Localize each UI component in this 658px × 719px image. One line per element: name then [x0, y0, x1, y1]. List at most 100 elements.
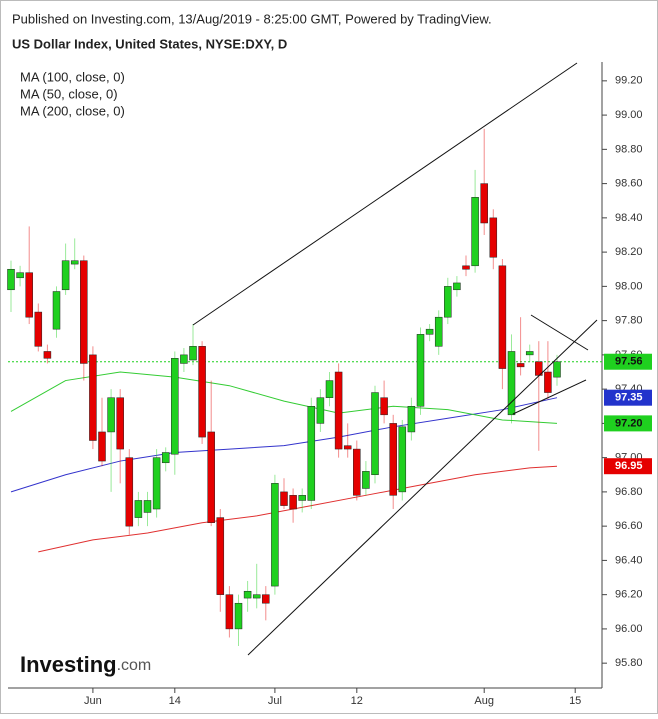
candle-body [25, 272, 33, 318]
y-tick-label: 97.80 [615, 315, 643, 327]
candle-body [507, 351, 516, 416]
candle-body [216, 517, 225, 595]
candle-body [316, 397, 325, 424]
price-label-box [604, 415, 652, 432]
legend-label: MA (50, close, 0) [20, 86, 118, 101]
candle-body [353, 448, 361, 496]
candle-body [116, 397, 124, 450]
candle-body [544, 371, 552, 393]
candle-body [371, 392, 379, 476]
published-note: Published on Investing.com, 13/Aug/2019 … [12, 11, 492, 26]
candle-body [380, 397, 388, 416]
x-tick-label: Aug [474, 695, 494, 707]
candle-body [125, 457, 134, 527]
y-tick-label: 96.00 [615, 623, 643, 635]
trendlines [192, 62, 598, 656]
trendline [247, 319, 598, 656]
candle-body [98, 431, 106, 462]
y-tick-label: 96.40 [615, 554, 643, 566]
candle-body [243, 590, 252, 599]
x-tick-label: 15 [569, 695, 581, 707]
candle-body [489, 217, 498, 258]
candle-body [107, 397, 115, 433]
y-tick-label: 96.60 [615, 520, 643, 532]
candle-body [280, 491, 288, 506]
candle-body [61, 260, 70, 291]
candle-body [34, 311, 43, 347]
y-tick-label: 96.80 [615, 486, 643, 498]
candle-body [334, 371, 343, 450]
y-tick-label: 99.00 [615, 109, 643, 121]
candle-body [416, 334, 425, 407]
candle-body [516, 363, 525, 368]
candle-body [80, 260, 88, 364]
candle-body [398, 426, 407, 493]
y-tick-label: 95.80 [615, 657, 643, 669]
candle-body [89, 354, 97, 441]
trendline [512, 379, 587, 415]
x-tick-label: 14 [169, 695, 181, 707]
legend-label: MA (200, close, 0) [20, 103, 125, 118]
candle-body [7, 268, 15, 291]
candle-body [207, 431, 215, 523]
y-tick-label: 96.20 [615, 589, 643, 601]
y-tick-label: 98.60 [615, 178, 643, 190]
ma-line [10, 397, 558, 493]
logo: Investing.com [20, 652, 151, 677]
price-label: 96.95 [615, 460, 643, 472]
candle-body [143, 500, 152, 513]
y-tick-label: 98.80 [615, 143, 643, 155]
candle-body [325, 380, 334, 398]
logo-name: Investing [20, 652, 117, 677]
candle-body [471, 197, 479, 267]
candle-body [498, 265, 507, 369]
candle-body [389, 423, 397, 496]
candle-body [434, 316, 443, 347]
candle-body [362, 471, 370, 489]
y-tick-label: 98.40 [615, 212, 643, 224]
price-label: 97.35 [615, 392, 643, 404]
price-label: 97.56 [615, 356, 643, 368]
candle-body [271, 483, 279, 587]
candle-body [180, 354, 188, 364]
candle-body [43, 351, 52, 359]
candle-body [189, 346, 197, 361]
ma-line [10, 371, 558, 424]
candle-body [16, 272, 24, 279]
candle-body [161, 452, 170, 464]
candle-body [343, 445, 352, 450]
y-tick-label: 98.20 [615, 246, 643, 258]
price-label-box [604, 458, 652, 475]
candle-body [553, 361, 561, 378]
price-label: 97.20 [615, 417, 643, 429]
candle-body [298, 495, 306, 501]
candle-body [70, 260, 79, 265]
price-label-box [604, 389, 652, 406]
x-tick-label: Jun [84, 695, 102, 707]
candle-body [462, 265, 470, 270]
candle-body [234, 602, 243, 630]
trendline [192, 62, 578, 326]
candle-body [425, 328, 434, 335]
candle-body [289, 495, 297, 510]
trendline [530, 314, 589, 351]
chart-title: US Dollar Index, United States, NYSE:DXY… [12, 36, 287, 51]
candle-body [453, 282, 461, 291]
candle-body [198, 346, 206, 438]
candle-body [171, 358, 179, 455]
candle-body [134, 500, 143, 518]
candle-body [444, 286, 452, 318]
candle-body [225, 594, 234, 630]
candle-body [152, 457, 161, 510]
y-tick-label: 98.00 [615, 280, 643, 292]
x-tick-label: 12 [351, 695, 363, 707]
price-label-box [604, 353, 652, 370]
legend-label: MA (100, close, 0) [20, 69, 125, 84]
candle-body [480, 183, 488, 224]
candle-body [525, 351, 534, 356]
x-tick-label: Jul [268, 695, 282, 707]
candle-body [52, 291, 61, 330]
candle-body [252, 594, 261, 599]
